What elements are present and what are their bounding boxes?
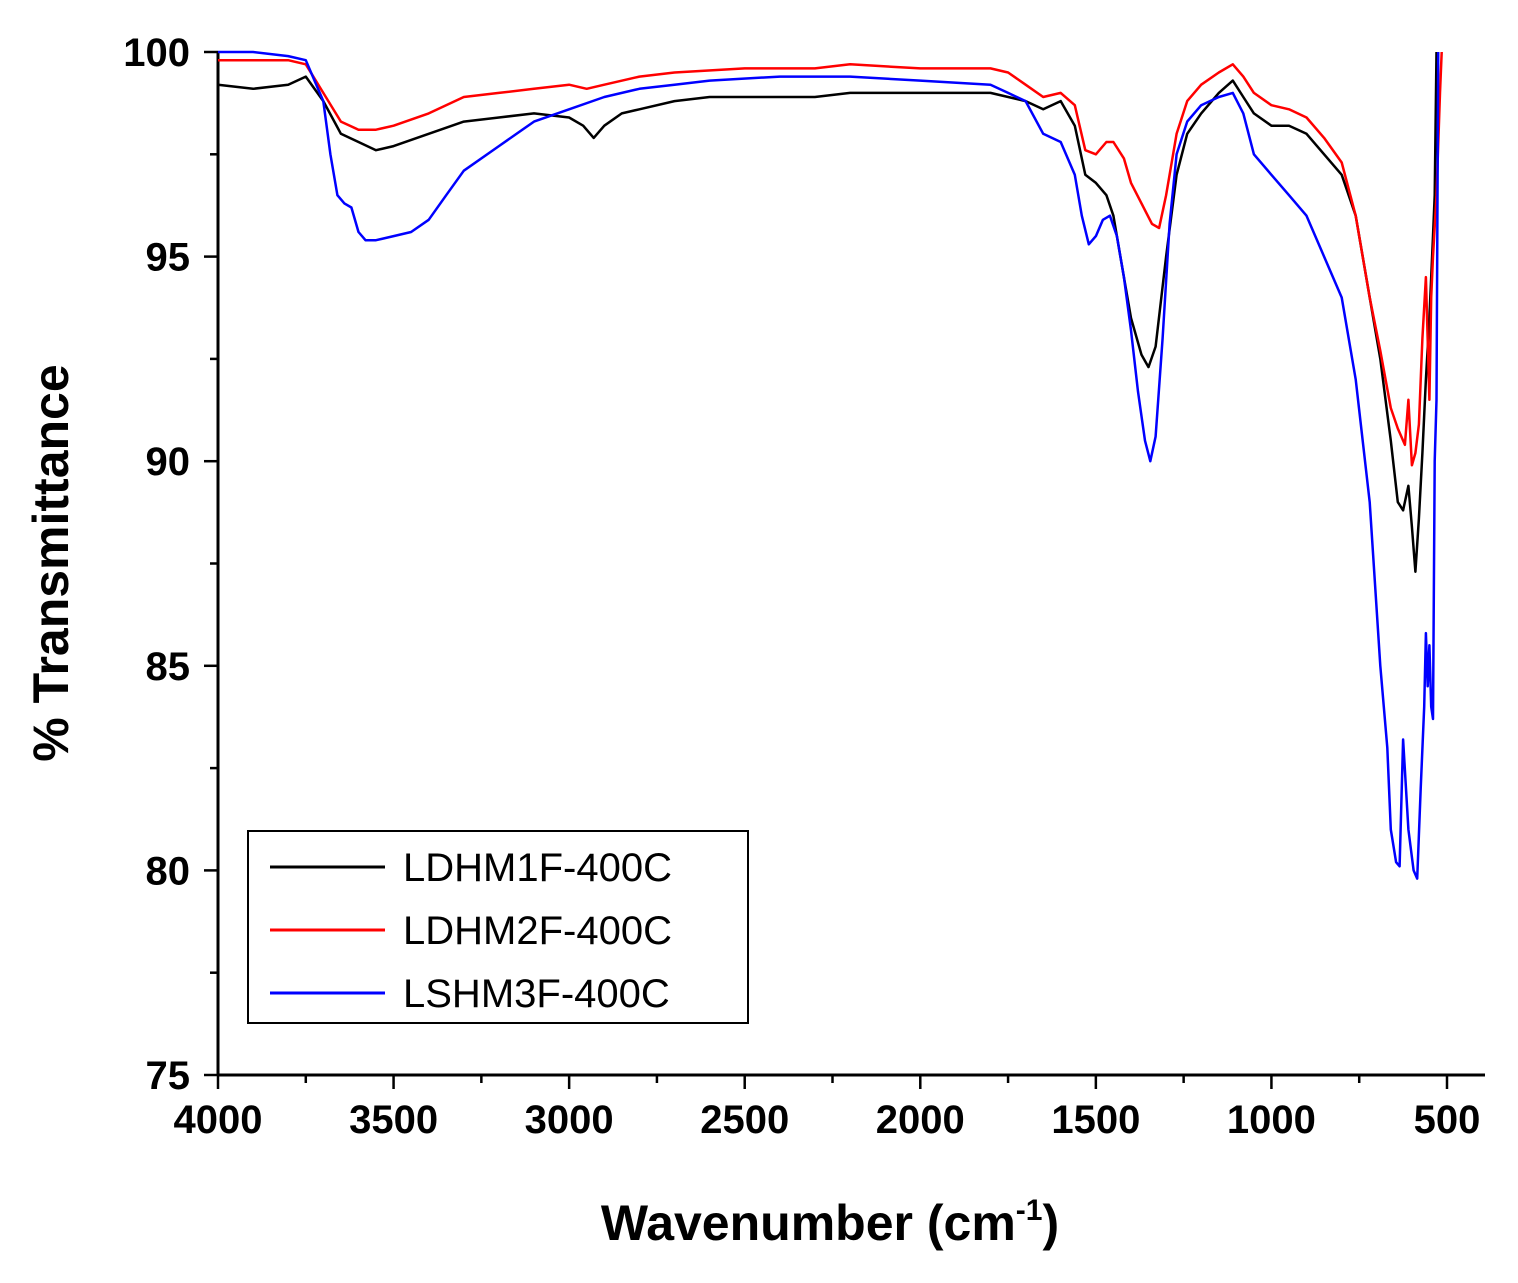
x-axis-title: Wavenumber (cm-1) xyxy=(601,1194,1059,1251)
y-tick-label: 95 xyxy=(146,236,191,280)
y-tick-label: 80 xyxy=(146,849,191,893)
x-tick-label: 1000 xyxy=(1227,1098,1316,1142)
x-tick-label: 2500 xyxy=(700,1098,789,1142)
x-tick-label: 1500 xyxy=(1051,1098,1140,1142)
series-lines xyxy=(217,50,1443,880)
legend: LDHM1F-400C LDHM2F-400C LSHM3F-400C xyxy=(247,830,749,1024)
x-tick-label: 2000 xyxy=(876,1098,965,1142)
y-tick-label: 100 xyxy=(123,31,190,75)
x-axis-title-main: Wavenumber (cm xyxy=(601,1195,1016,1251)
y-axis-title: % Transmittance xyxy=(23,364,79,761)
series-line-LSHM3F-400C xyxy=(218,50,1440,880)
x-tick-label: 3000 xyxy=(525,1098,614,1142)
legend-label: LDHM1F-400C xyxy=(403,846,672,890)
x-tick-label: 500 xyxy=(1414,1098,1481,1142)
x-tick-label: 4000 xyxy=(174,1098,263,1142)
x-tick-label: 3500 xyxy=(349,1098,438,1142)
x-axis-title-superscript: -1 xyxy=(1016,1194,1043,1227)
legend-label: LDHM2F-400C xyxy=(403,909,672,953)
series-line-LDHM1F-400C xyxy=(217,51,1438,573)
x-axis-ticks: 4000 3500 3000 2500 2000 1500 1000 500 xyxy=(174,1075,1481,1142)
y-axis-ticks: 75 80 85 90 95 100 xyxy=(123,31,218,1098)
y-tick-label: 85 xyxy=(146,645,191,689)
legend-label: LSHM3F-400C xyxy=(403,972,670,1016)
x-axis-title-close: ) xyxy=(1042,1195,1059,1251)
y-tick-label: 75 xyxy=(146,1054,191,1098)
series-line-LDHM2F-400C xyxy=(218,51,1443,467)
legend-box xyxy=(247,830,749,1024)
y-tick-label: 90 xyxy=(146,440,191,484)
